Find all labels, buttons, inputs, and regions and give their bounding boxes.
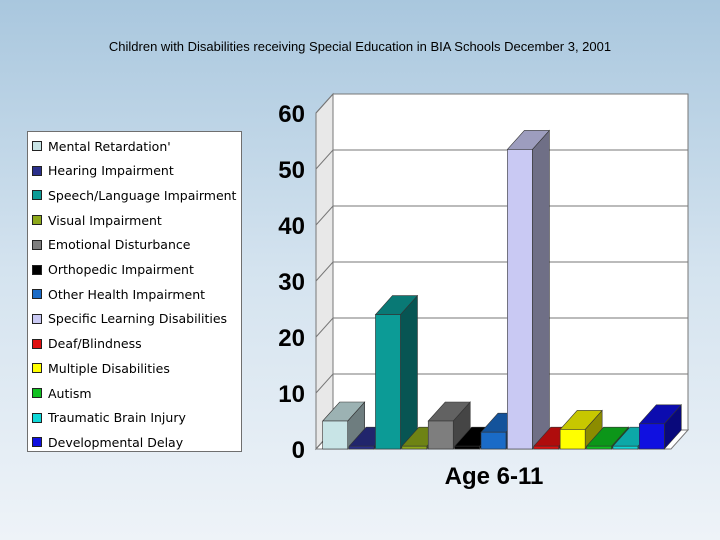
legend-swatch bbox=[32, 363, 42, 374]
legend-item: Developmental Delay bbox=[32, 432, 183, 452]
gridline bbox=[315, 93, 688, 114]
legend-item: Traumatic Brain Injury bbox=[32, 408, 186, 428]
bar bbox=[374, 294, 419, 450]
y-tick-label: 20 bbox=[278, 325, 305, 352]
bar bbox=[322, 401, 366, 450]
bar bbox=[638, 404, 682, 450]
legend-label: Traumatic Brain Injury bbox=[48, 410, 186, 426]
chart-legend: Mental Retardation' Hearing Impairment Spe… bbox=[27, 131, 242, 452]
legend-label: Mental Retardation' bbox=[48, 138, 171, 154]
legend-item: Multiple Disabilities bbox=[32, 358, 170, 378]
legend-item: Specific Learning Disabilities bbox=[32, 309, 227, 329]
legend-item: Autism bbox=[32, 383, 92, 403]
bar-front bbox=[348, 445, 375, 450]
legend-item: Visual Impairment bbox=[32, 210, 162, 230]
gridline bbox=[315, 261, 688, 282]
legend-swatch bbox=[32, 388, 42, 398]
y-tick-label: 10 bbox=[278, 381, 305, 408]
legend-label: Orthopedic Impairment bbox=[48, 262, 194, 277]
legend-label: Hearing Impairment bbox=[48, 163, 174, 179]
legend-label: Specific Learning Disabilities bbox=[48, 311, 228, 327]
legend-label: Visual Impairment bbox=[48, 212, 162, 228]
bars bbox=[322, 129, 682, 450]
legend-swatch bbox=[32, 239, 42, 250]
legend-label: Autism bbox=[48, 385, 92, 401]
y-tick-label: 60 bbox=[278, 101, 305, 128]
legend-swatch bbox=[32, 215, 42, 226]
legend-swatch bbox=[32, 141, 42, 151]
bar-front bbox=[375, 314, 401, 450]
legend-label: Speech/Language Impairment bbox=[48, 187, 237, 203]
bar-front bbox=[480, 431, 507, 450]
bar-front bbox=[454, 445, 480, 450]
legend-label: Developmental Delay bbox=[48, 434, 184, 450]
y-tick-label: 0 bbox=[292, 437, 305, 464]
gridline bbox=[315, 149, 688, 170]
bar-front bbox=[559, 429, 586, 450]
y-tick-label: 30 bbox=[278, 269, 305, 296]
legend-swatch bbox=[32, 289, 42, 300]
legend-item: Hearing Impairment bbox=[32, 161, 174, 181]
legend-swatch bbox=[32, 190, 42, 201]
chart-title: Children with Disabilities receiving Spe… bbox=[108, 39, 612, 54]
y-tick-label: 40 bbox=[278, 213, 305, 240]
bar-front bbox=[322, 420, 348, 450]
legend-item: Other Health Impairment bbox=[32, 284, 205, 304]
legend-label: Deaf/Blindness bbox=[48, 336, 142, 352]
legend-swatch bbox=[32, 313, 42, 324]
bar bbox=[427, 401, 471, 450]
bar-front bbox=[427, 420, 454, 450]
legend-item: Deaf/Blindness bbox=[32, 334, 142, 354]
bar bbox=[506, 129, 551, 450]
legend-item: Speech/Language Impairment bbox=[32, 185, 236, 205]
y-tick-label: 50 bbox=[278, 157, 305, 184]
legend-swatch bbox=[32, 264, 42, 275]
x-axis-label: Age 6-11 bbox=[445, 463, 544, 490]
legend-item: Mental Retardation' bbox=[32, 136, 171, 156]
y-axis-ticks: 0 10 20 30 40 50 60 bbox=[278, 101, 305, 464]
bar-front bbox=[586, 445, 612, 450]
gridline bbox=[315, 317, 688, 338]
legend-label: Multiple Disabilities bbox=[48, 360, 170, 376]
bar-side bbox=[400, 294, 418, 450]
legend-item: Emotional Disturbance bbox=[32, 235, 190, 255]
legend-swatch bbox=[32, 165, 42, 176]
bar-front bbox=[612, 445, 639, 450]
legend-label: Emotional Disturbance bbox=[48, 237, 191, 253]
legend-swatch bbox=[32, 437, 42, 448]
legend-swatch bbox=[32, 412, 42, 423]
bar-front bbox=[639, 423, 665, 450]
gridline bbox=[315, 205, 688, 226]
legend-label: Other Health Impairment bbox=[48, 286, 206, 302]
gridline bbox=[315, 373, 688, 394]
legend-swatch bbox=[32, 338, 42, 349]
bar-front bbox=[507, 149, 533, 450]
bar-side bbox=[532, 129, 550, 450]
bar-front bbox=[401, 445, 428, 450]
legend-item: Orthopedic Impairment bbox=[32, 260, 194, 280]
bar-front bbox=[533, 445, 560, 450]
bar bbox=[559, 409, 603, 450]
